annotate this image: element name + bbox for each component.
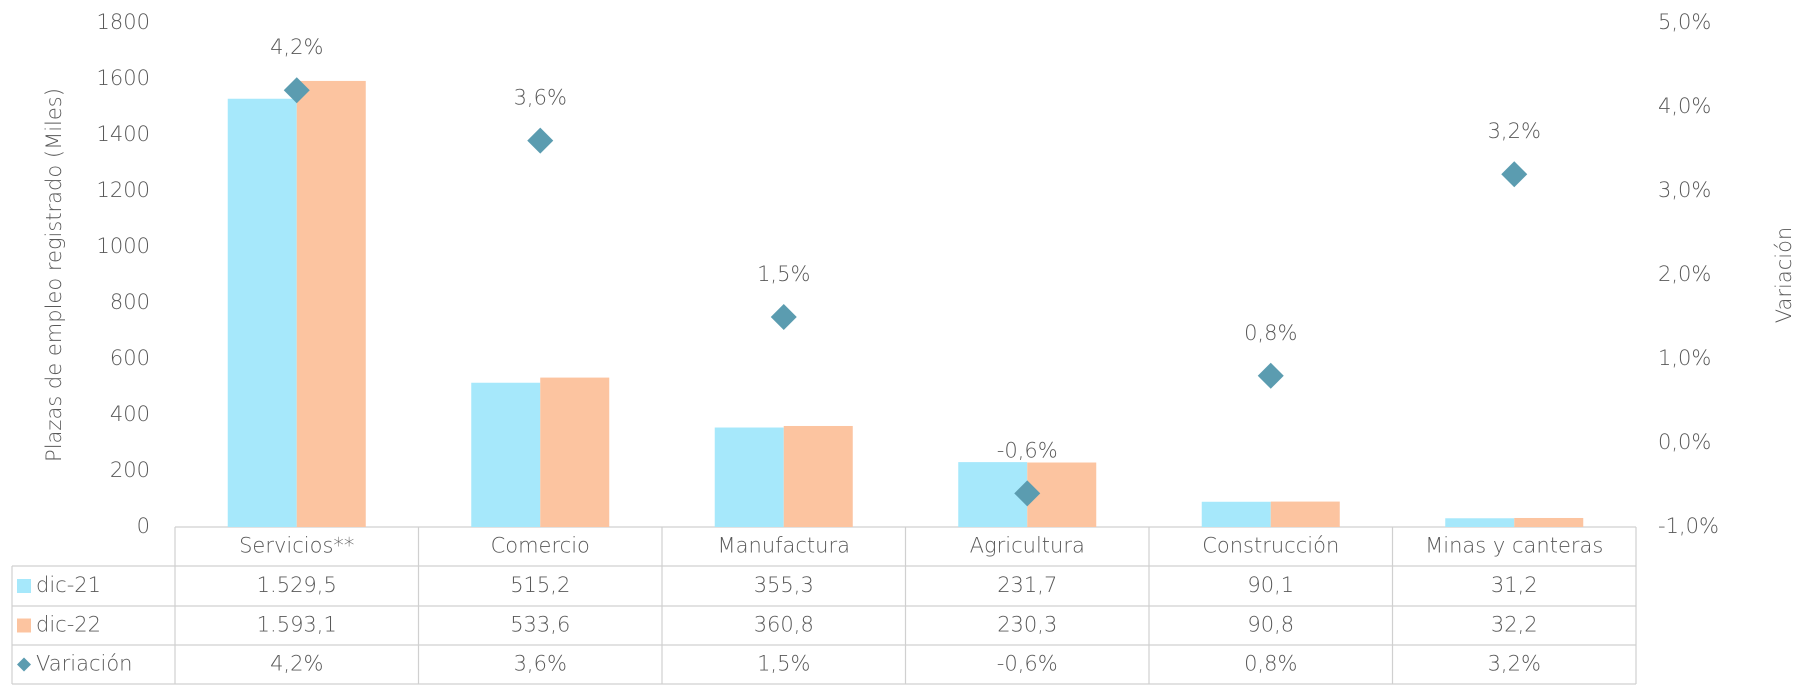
table-cell: 1,5% [757, 652, 810, 676]
table-cell: 4,2% [270, 652, 323, 676]
bar [783, 425, 853, 527]
bar [1270, 501, 1340, 527]
table-cell: 0,8% [1244, 652, 1297, 676]
x-tick-label: Minas y canteras [1425, 534, 1603, 558]
x-tick-label: Construcción [1202, 534, 1339, 558]
y-tick-label: 1600 [97, 66, 150, 90]
y2-tick-label: 1,0% [1658, 346, 1711, 370]
legend-marker [17, 579, 31, 593]
table-cell: 32,2 [1491, 613, 1538, 637]
marker [1501, 161, 1528, 188]
data-label: -0,6% [997, 438, 1058, 462]
y-tick-label: 1800 [97, 10, 150, 34]
bar [1514, 517, 1584, 527]
y2-tick-label: 5,0% [1658, 10, 1711, 34]
bar [1445, 518, 1515, 527]
table-cell: 515,2 [510, 573, 570, 597]
table-cell: 355,3 [754, 573, 814, 597]
x-tick-label: Comercio [491, 534, 590, 558]
y2-tick-label: 2,0% [1658, 262, 1711, 286]
table-cell: 3,2% [1488, 652, 1541, 676]
table-cell: 3,6% [514, 652, 567, 676]
marker [283, 77, 310, 104]
marker [1257, 362, 1284, 389]
bar [296, 80, 366, 527]
y-tick-label: 400 [110, 402, 150, 426]
table-cell: 230,3 [997, 613, 1057, 637]
data-label: 3,6% [514, 86, 567, 110]
bar [714, 427, 784, 527]
legend-label: dic-22 [36, 613, 101, 637]
table-cell: 231,7 [997, 573, 1057, 597]
y-tick-label: 800 [110, 290, 150, 314]
data-label: 3,2% [1488, 119, 1541, 143]
x-tick-label: Servicios** [239, 534, 354, 558]
y2-axis-label: Variación [1772, 227, 1796, 323]
marker [1014, 480, 1041, 507]
y-tick-label: 1200 [97, 178, 150, 202]
legend-label: Variación [36, 652, 132, 676]
table-cell: 360,8 [754, 613, 814, 637]
y2-tick-label: 3,0% [1658, 178, 1711, 202]
data-label: 1,5% [757, 262, 810, 286]
table-cell: 533,6 [510, 613, 570, 637]
table-cell: 1.529,5 [257, 573, 337, 597]
data-label: 4,2% [270, 35, 323, 59]
table-cell: 90,8 [1247, 613, 1294, 637]
y2-tick-label: 4,0% [1658, 94, 1711, 118]
data-label: 0,8% [1244, 321, 1297, 345]
y-tick-label: 0 [137, 514, 150, 538]
marker [770, 304, 797, 330]
x-tick-label: Agricultura [970, 534, 1085, 558]
y-tick-label: 1000 [97, 234, 150, 258]
y-tick-label: 600 [110, 346, 150, 370]
y2-tick-label: -1,0% [1658, 514, 1719, 538]
y-tick-label: 200 [110, 458, 150, 482]
marker [527, 127, 554, 154]
table-cell: 90,1 [1247, 573, 1294, 597]
y2-tick-label: 0,0% [1658, 430, 1711, 454]
table-cell: 1.593,1 [257, 613, 337, 637]
table-cell: -0,6% [997, 652, 1058, 676]
x-tick-label: Manufactura [718, 534, 850, 558]
table-cell: 31,2 [1491, 573, 1538, 597]
legend-label: dic-21 [36, 573, 101, 597]
bar [1201, 501, 1271, 527]
bar [540, 377, 610, 527]
bar [227, 98, 297, 528]
y-axis-label: Plazas de empleo registrado (Miles) [42, 88, 66, 462]
y-tick-label: 1400 [97, 122, 150, 146]
bar [471, 382, 541, 527]
legend-marker [17, 657, 31, 672]
legend-marker [17, 618, 31, 633]
